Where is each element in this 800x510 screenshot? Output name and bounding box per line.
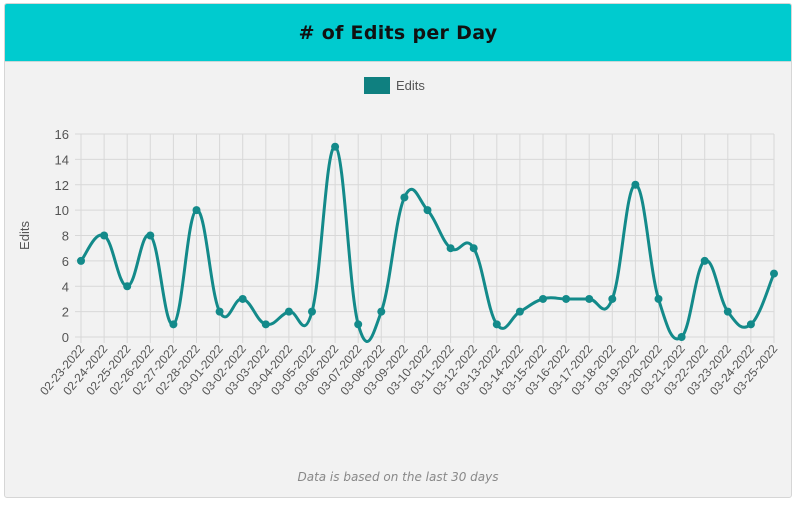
data-point — [723, 307, 732, 316]
data-point — [469, 244, 478, 253]
y-tick-label: 10 — [55, 203, 69, 218]
data-point — [400, 193, 409, 202]
data-point — [331, 142, 340, 151]
y-tick-label: 2 — [62, 305, 69, 320]
data-point — [700, 256, 709, 265]
y-tick-label: 0 — [62, 330, 69, 345]
data-point — [215, 307, 224, 316]
y-tick-label: 12 — [55, 178, 69, 193]
data-point — [169, 320, 178, 329]
data-point — [100, 231, 109, 240]
data-point — [677, 333, 686, 341]
y-tick-label: 4 — [62, 279, 69, 294]
data-point — [770, 269, 778, 278]
data-point — [123, 282, 132, 291]
y-axis-label: Edits — [17, 221, 32, 250]
data-point — [746, 320, 755, 329]
footer-note: Data is based on the last 30 days — [297, 470, 499, 484]
data-point — [77, 256, 85, 265]
data-point — [192, 206, 201, 215]
data-point — [146, 231, 155, 240]
data-point — [585, 294, 594, 303]
data-point — [423, 206, 432, 215]
y-tick-label: 14 — [55, 152, 69, 167]
data-point — [654, 294, 663, 303]
legend-swatch — [364, 77, 390, 94]
data-point — [377, 307, 386, 316]
data-point — [539, 294, 547, 303]
data-point — [446, 244, 455, 253]
data-point — [308, 307, 316, 316]
data-point — [354, 320, 363, 329]
chart-title: # of Edits per Day — [298, 21, 498, 44]
data-point — [631, 180, 640, 189]
y-tick-label: 6 — [62, 254, 69, 269]
data-point — [261, 320, 270, 329]
card-header: # of Edits per Day — [5, 4, 791, 62]
y-tick-label: 16 — [55, 127, 69, 142]
data-point — [562, 294, 571, 303]
legend-label: Edits — [396, 78, 425, 93]
data-point — [608, 294, 617, 303]
chart-card: # of Edits per Day Data is based on the … — [4, 3, 792, 498]
y-tick-label: 8 — [62, 229, 69, 244]
data-point — [515, 307, 524, 316]
data-point — [238, 294, 247, 303]
data-point — [492, 320, 501, 329]
data-point — [284, 307, 293, 316]
